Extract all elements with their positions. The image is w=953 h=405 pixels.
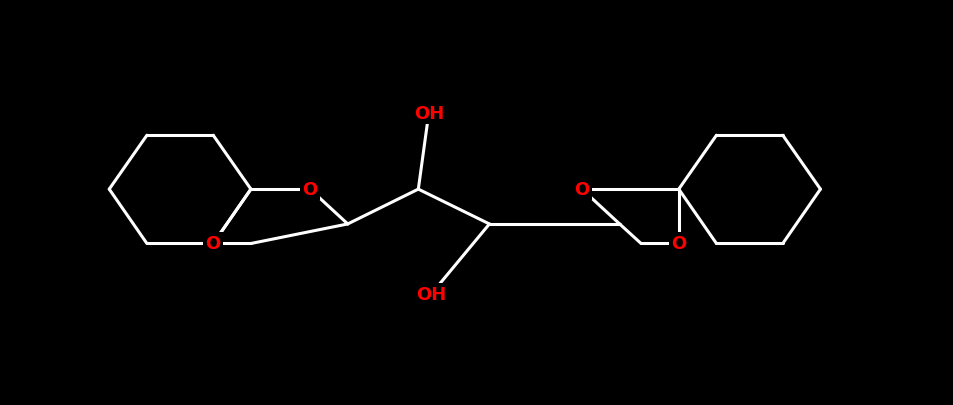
- Text: O: O: [574, 181, 589, 198]
- Text: OH: OH: [414, 104, 443, 122]
- Text: O: O: [302, 181, 317, 198]
- Text: O: O: [671, 235, 685, 253]
- Text: O: O: [206, 235, 220, 253]
- Text: OH: OH: [416, 286, 446, 303]
